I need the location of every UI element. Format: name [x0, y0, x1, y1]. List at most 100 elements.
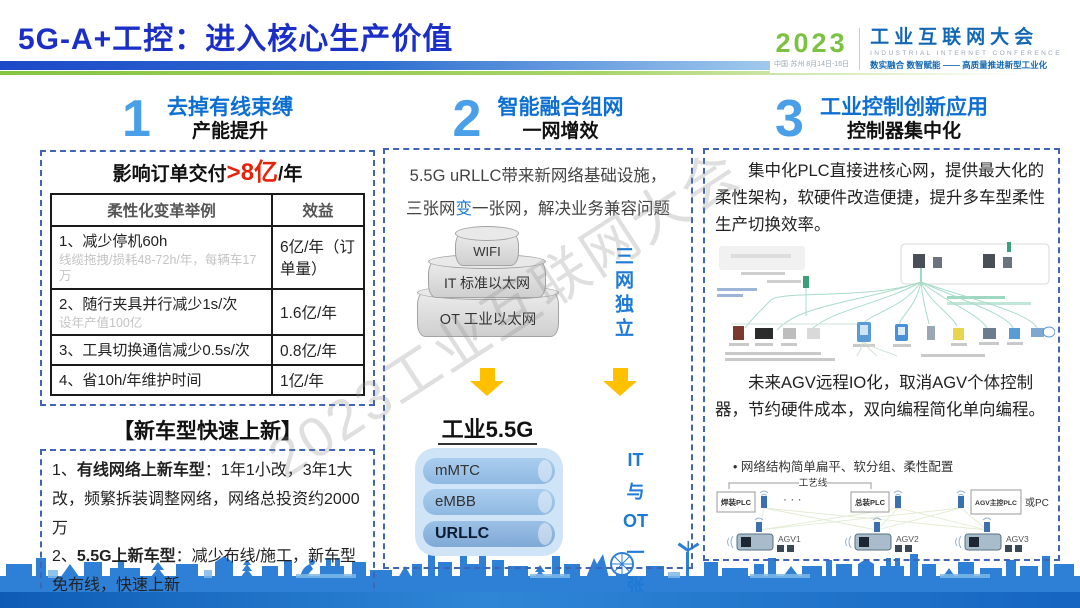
antenna-icon [874, 522, 880, 532]
centralized-plc-paragraph: 集中化PLC直接进核心网，提供最大化的柔性架构，软硬件改造便捷，提升多车型柔性生… [715, 162, 1045, 235]
ellipsis-dots: · · · [783, 492, 802, 506]
col-header-example: 柔性化变革举例 [50, 193, 273, 228]
caption-strips [725, 342, 1023, 361]
sub-branch [856, 341, 898, 357]
network-panel: 5.5G uRLLC带来新网络基础设施， 三张网变一张网，解决业务兼容问题 WI… [383, 148, 693, 596]
intro-text: 一张网，解决业务兼容问题 [472, 200, 670, 218]
robot-cabinet-icon [733, 326, 744, 340]
table-header-row: 柔性化变革举例 效益 [50, 193, 365, 228]
agv-label: AGV1 [778, 534, 801, 544]
hmi-screen [898, 327, 905, 335]
plc-icon [913, 254, 925, 268]
industrial-55g-title: 工业5.5G [405, 412, 570, 445]
wifi-arcs-icon [872, 517, 882, 521]
row-note: 设年产值100亿 [59, 315, 143, 330]
plc-label: 总装PLC [855, 497, 886, 507]
vlabel-char: 一 [626, 543, 645, 563]
antenna-icon [761, 496, 767, 508]
vlabel-char: 张 [626, 576, 645, 596]
device-icon [1031, 328, 1044, 337]
device-icon [1009, 328, 1020, 339]
logo-year: 2023 [775, 27, 848, 58]
column3-subtitle: 控制器集中化 [846, 120, 961, 142]
agv-window [969, 537, 979, 547]
agv-remote-io-paragraph: 未来AGV远程IO化，取消AGV个体控制器，节约硬件成本，双向编程简化单向编程。 [715, 374, 1045, 420]
column1-header: 1 去掉有线束缚 产能提升 [40, 90, 375, 148]
logo-year-block: 2023 中国·苏州 8月14日-16日 [774, 27, 850, 69]
plc-icon [983, 254, 995, 268]
plc-group-2: 总装PLC [850, 490, 903, 513]
cargo-icon [1015, 545, 1022, 552]
intro-text: 5.5G uRLLC带来新网络基础设施， [409, 167, 667, 185]
new-model-heading: 【新车型快速上新】 [113, 419, 302, 443]
antenna-icon [895, 496, 901, 508]
row-note: 线缆拖拽/损耗48-72h/年，每辆车17万 [59, 253, 257, 284]
wireless-mesh-lines [758, 507, 988, 531]
wifi-arcs-icon [956, 490, 966, 496]
cargo-icon [895, 545, 902, 552]
conference-logo: 2023 中国·苏州 8月14日-16日 工业互联网大会 INDUSTRIAL … [770, 26, 1066, 73]
process-line-label: 工艺线 [799, 477, 828, 489]
table-row: 4、省10h/年维护时间 1亿/年 [50, 363, 365, 396]
table-row: 3、工具切换通信减少0.5s/次 0.8亿/年 [50, 333, 365, 366]
tier-label: OT 工业以太网 [439, 312, 537, 328]
plc-group-1: 焊装PLC [716, 490, 769, 513]
item-rest: ：减少布线/施工，新车型免布线，快速上新 [52, 548, 357, 595]
tier-label: WIFI [473, 244, 501, 259]
impact-suffix: /年 [278, 164, 303, 185]
plc-icon [933, 257, 942, 268]
new-model-panel: 1、有线网络上新车型：1年1小改，3年1大改，频繁拆装调整网络，网络总投资约20… [40, 448, 375, 608]
cargo-icon [1005, 545, 1012, 552]
column-capacity: 1 去掉有线束缚 产能提升 影响订单交付>8亿/年 柔性化变革举例 效益 1、减… [40, 90, 375, 608]
column2-number: 2 [452, 89, 482, 148]
column1-title: 去掉有线束缚 [166, 95, 293, 119]
cargo-icon [787, 545, 794, 552]
city-skyline [0, 541, 1080, 594]
or-pc-label: 或PC [1025, 497, 1049, 509]
faded-text-strip [717, 288, 757, 291]
55g-capability-stack: mMTC eMBB URLLC [415, 448, 563, 556]
column3-header: 3 工业控制创新应用 控制器集中化 [703, 90, 1060, 148]
plc-topology-diagram [717, 242, 1055, 361]
vlabel-char: 与 [626, 482, 645, 502]
device-icon [983, 328, 996, 339]
three-networks-label: 三网独立 [612, 246, 633, 342]
network-intro: 5.5G uRLLC带来新网络基础设施， 三张网变一张网，解决业务兼容问题 [391, 160, 685, 226]
row-main: 4、省10h/年维护时间 [59, 372, 202, 390]
wifi-arcs-icon [893, 490, 903, 496]
plc-label: 焊装PLC [721, 497, 752, 507]
faded-text-strip [741, 272, 785, 275]
plc-label: AGV主控PLC [975, 498, 1017, 507]
camera-icon [1042, 326, 1055, 338]
industrial-55g-text: 工业5.5G [437, 417, 538, 445]
controller-screen [860, 325, 868, 335]
faded-text-strip [767, 280, 801, 283]
network-cake-diagram: WIFI IT 标准以太网 OT 工业以太网 [417, 226, 559, 337]
item-rest: ：1年1小改，3年1大改，频繁拆装调整网络，网络总投资约2000万 [52, 461, 360, 537]
control-panel: 集中化PLC直接进核心网，提供最大化的柔性架构，软硬件改造便捷，提升多车型柔性生… [703, 148, 1060, 561]
plc-box [850, 491, 890, 513]
column3-title: 工业控制创新应用 [819, 95, 988, 119]
process-line-bracket [728, 482, 872, 489]
header-divider-green [0, 71, 1080, 75]
down-arrow-icon [470, 368, 504, 396]
device-icon [755, 328, 773, 339]
wifi-arcs-icon [982, 517, 992, 521]
faded-text-strip [717, 294, 743, 297]
item-lead: 1、 [52, 461, 77, 479]
logo-name: 工业互联网大会 [870, 27, 1039, 48]
column2-header: 2 智能融合组网 一网增效 [383, 90, 693, 148]
logo-name-en: INDUSTRIAL INTERNET CONFERENCE [870, 49, 1062, 57]
agv-network-diagram: 工艺线 · · · 焊装PLC 总装PLC [716, 477, 1049, 552]
column-network: 2 智能融合组网 一网增效 5.5G uRLLC带来新网络基础设施， 三张网变一… [383, 90, 693, 596]
new-model-item: 1、有线网络上新车型：1年1小改，3年1大改，频繁拆装调整网络，网络总投资约20… [52, 457, 363, 543]
intro-text: 三张网 [406, 200, 456, 218]
logo-venue: 中国·苏州 8月14日-16日 [774, 60, 850, 68]
down-arrow-icon [603, 368, 637, 396]
wifi-arcs-icon [759, 490, 769, 496]
fanout-lines [744, 281, 1038, 331]
plc-group-3: AGV主控PLC 或PC [956, 489, 1049, 515]
pill-urllc: URLLC [423, 520, 555, 547]
wifi-arcs-icon [754, 517, 764, 521]
